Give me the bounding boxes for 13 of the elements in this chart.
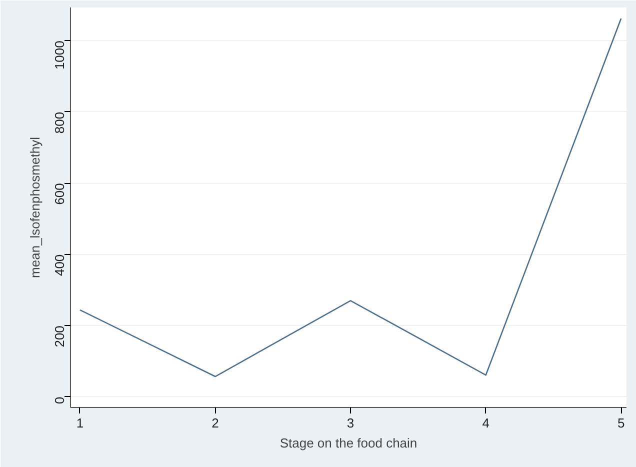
x-tick-label: 4	[482, 416, 490, 430]
x-axis-title: Stage on the food chain	[280, 436, 418, 450]
y-tick-label: 1000	[52, 40, 67, 70]
x-tick-label: 1	[76, 416, 84, 430]
y-tick-label: 0	[52, 396, 67, 404]
y-tick-label: 200	[52, 326, 67, 348]
y-tick-label: 800	[52, 112, 67, 134]
y-axis-title: mean_lsofenphosmethyl	[28, 136, 42, 278]
x-tick-label: 3	[346, 416, 354, 430]
x-tick-label: 5	[617, 416, 625, 430]
y-tick-label: 600	[52, 183, 67, 205]
x-tick-label: 2	[212, 416, 219, 430]
y-tick-label: 400	[52, 254, 67, 276]
